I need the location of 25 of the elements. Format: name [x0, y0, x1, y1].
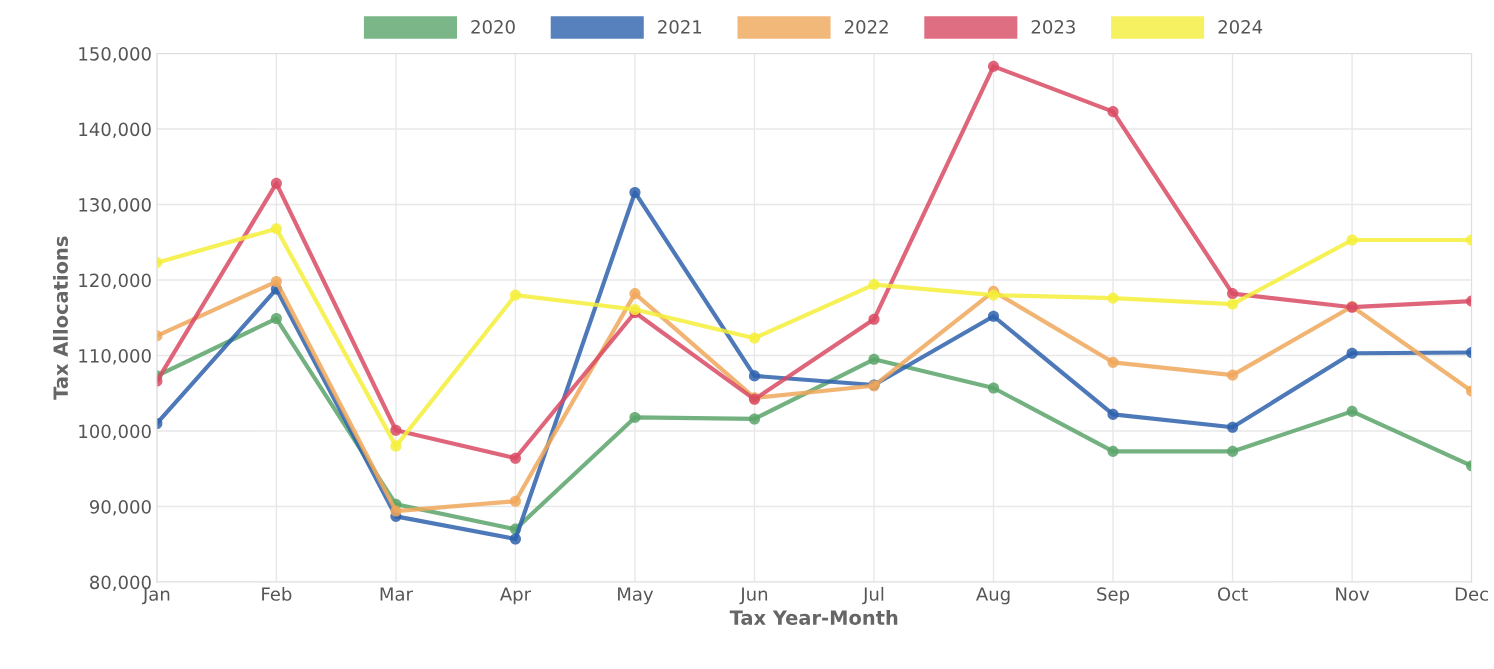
- x-tick-label: Jul: [862, 586, 884, 605]
- x-tick-label: Mar: [380, 587, 413, 601]
- legend-label: 2024: [1218, 20, 1263, 34]
- x-tick-label: Jun: [739, 587, 768, 605]
- x-tick-label: Sep: [1097, 587, 1130, 605]
- x-tick-label: Apr: [499, 587, 532, 605]
- y-tick-label: 150,000: [79, 46, 151, 63]
- y-tick-label: 130,000: [79, 197, 151, 214]
- x-tick-label: Oct: [1217, 587, 1248, 601]
- y-tick-label: 120,000: [79, 273, 151, 289]
- y-tick-label: 100,000: [79, 424, 151, 440]
- x-tick-label: May: [618, 587, 654, 605]
- legend-label: 2022: [844, 20, 888, 34]
- y-tick-label: 90,000: [89, 499, 151, 516]
- y-axis-title: Tax Allocations: [52, 236, 69, 400]
- x-tick-label: Dec: [1455, 587, 1488, 601]
- x-axis-title: Tax Year-Month: [729, 609, 898, 625]
- y-tick-label: 110,000: [79, 348, 151, 365]
- x-tick-label: Aug: [976, 587, 1010, 605]
- x-tick-label: Feb: [262, 586, 292, 601]
- x-tick-label: Nov: [1336, 587, 1370, 601]
- legend-label: 2021: [658, 20, 702, 34]
- y-tick-label: 140,000: [79, 122, 151, 138]
- legend-label: 2020: [471, 20, 515, 34]
- legend-label: 2023: [1031, 20, 1075, 34]
